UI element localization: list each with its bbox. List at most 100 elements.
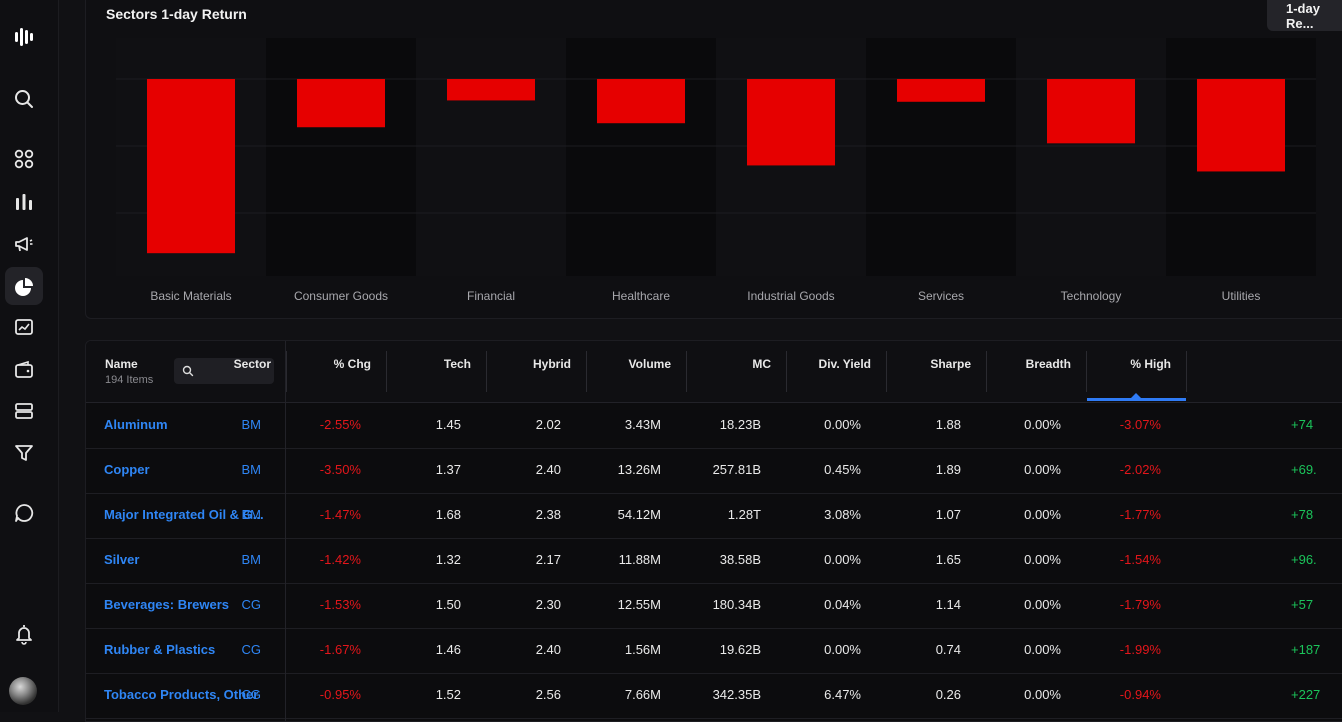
column-divider[interactable] (586, 351, 587, 392)
column-header-div-yield[interactable]: Div. Yield (818, 357, 871, 371)
cell-sector[interactable]: BM (241, 462, 262, 477)
cell-pct-chg: -1.42% (319, 552, 361, 567)
filter-icon[interactable] (5, 434, 43, 472)
cell-market-cap: 257.81B (712, 462, 761, 477)
megaphone-icon[interactable] (5, 225, 43, 263)
cell-volume: 13.26M (617, 462, 661, 477)
cell-pct-chg: -0.95% (319, 687, 361, 702)
column-header-pct-chg[interactable]: % Chg (333, 357, 371, 371)
column-divider[interactable] (686, 351, 687, 392)
column-header-tech[interactable]: Tech (443, 357, 471, 371)
grid-icon[interactable] (5, 140, 43, 178)
cell-breadth: 0.00% (1024, 417, 1061, 432)
avatar[interactable] (9, 677, 37, 705)
wallet-icon[interactable] (5, 351, 43, 389)
table-row[interactable]: Aluminum BM -2.55% 1.45 2.02 3.43M 18.23B 0.00%… (86, 403, 1342, 449)
sectors-icon[interactable] (5, 267, 43, 305)
sidebar (0, 0, 59, 712)
column-divider[interactable] (986, 351, 987, 392)
cell-sector[interactable]: CG (241, 687, 262, 702)
column-header-volume[interactable]: Volume (628, 357, 671, 371)
cell-market-cap: 18.23B (719, 417, 761, 432)
name-column-header[interactable]: Name (105, 357, 138, 371)
cell-tech: 1.46 (435, 642, 461, 657)
chart-frame-icon[interactable] (5, 308, 43, 346)
chat-icon[interactable] (5, 494, 43, 532)
column-header-market-cap[interactable]: MC (752, 357, 771, 371)
list-icon[interactable] (5, 392, 43, 430)
sector-bar-chart: Basic Materials Consumer Goods Financial He… (116, 38, 1316, 303)
cell-market-cap: 1.28T (727, 507, 761, 522)
cell-hybrid: 2.38 (535, 507, 561, 522)
table-row[interactable]: Tobacco Products, Other CG -0.95% 1.52 2.56 7… (86, 673, 1342, 719)
search-icon[interactable] (5, 80, 43, 118)
cell-sharpe: 1.07 (935, 507, 961, 522)
logo-icon[interactable] (5, 18, 43, 56)
cell-overflow-value: +227 (1291, 687, 1321, 702)
cell-market-cap: 38.58B (719, 552, 761, 567)
cell-hybrid: 2.40 (535, 642, 561, 657)
industry-name-link[interactable]: Rubber & Plastics (104, 642, 216, 657)
chart-category-label: Technology (1061, 289, 1122, 303)
table-row[interactable]: Major Integrated Oil & G... BM -1.47% 1.68 2… (86, 493, 1342, 539)
cell-tech: 1.68 (435, 507, 461, 522)
cell-pct-high: -3.07% (1119, 417, 1161, 432)
column-divider[interactable] (286, 351, 287, 392)
column-divider[interactable] (886, 351, 887, 392)
cell-market-cap: 180.34B (712, 597, 761, 612)
chart-category-label: Utilities (1222, 289, 1261, 303)
cell-overflow-value: +78 (1291, 507, 1314, 522)
bar-chart-icon[interactable] (5, 183, 43, 221)
column-divider[interactable] (1186, 351, 1187, 392)
cell-sharpe: 0.26 (935, 687, 961, 702)
chart-bar (147, 79, 235, 254)
cell-tech: 1.45 (435, 417, 461, 432)
industry-name-link[interactable]: Aluminum (104, 417, 168, 432)
cell-tech: 1.50 (435, 597, 461, 612)
item-count: 194 Items (105, 374, 154, 386)
cell-sector[interactable]: BM (241, 552, 262, 567)
column-divider[interactable] (786, 351, 787, 392)
cell-pct-chg: -2.55% (319, 417, 361, 432)
chart-category-label: Industrial Goods (747, 289, 834, 303)
table-row[interactable]: Beverages: Brewers CG -1.53% 1.50 2.30 12.55M… (86, 583, 1342, 629)
table-row[interactable]: Copper BM -3.50% 1.37 2.40 13.26M 257.81B 0.45%… (86, 448, 1342, 494)
cell-div-yield: 0.45% (824, 462, 861, 477)
table-row[interactable]: Silver BM -1.42% 1.32 2.17 11.88M 38.58B 0.00% 1… (86, 538, 1342, 584)
industry-name-link[interactable]: Major Integrated Oil & G... (104, 507, 264, 522)
table-header: Name 194 Items Sector % Chg Tech Hybrid Volu… (86, 341, 1342, 403)
return-period-button[interactable]: 1-day Re... (1267, 0, 1342, 31)
chart-category-label: Financial (467, 289, 515, 303)
cell-sharpe: 1.89 (935, 462, 961, 477)
industry-name-link[interactable]: Copper (104, 462, 150, 477)
chart-category-label: Healthcare (612, 289, 670, 303)
column-divider[interactable] (486, 351, 487, 392)
cell-sector[interactable]: CG (241, 642, 262, 657)
column-header-sharpe[interactable]: Sharpe (930, 357, 971, 371)
bell-icon[interactable] (5, 615, 43, 653)
column-header-breadth[interactable]: Breadth (1025, 357, 1071, 371)
column-header-sector[interactable]: Sector (233, 357, 271, 371)
industry-name-link[interactable]: Silver (104, 552, 140, 567)
cell-sector[interactable]: CG (241, 597, 262, 612)
cell-sector[interactable]: BM (241, 417, 262, 432)
table-row[interactable]: Rubber & Plastics CG -1.67% 1.46 2.40 1.56M 19… (86, 628, 1342, 674)
cell-div-yield: 0.00% (824, 552, 861, 567)
column-header-pct-high[interactable]: % High (1130, 357, 1171, 371)
industry-name-link[interactable]: Beverages: Brewers (104, 597, 230, 612)
cell-sector[interactable]: BM (241, 507, 262, 522)
chart-bar (447, 79, 535, 101)
cell-pct-high: -2.02% (1119, 462, 1161, 477)
column-header-hybrid[interactable]: Hybrid (532, 357, 571, 371)
cell-pct-chg: -1.47% (319, 507, 361, 522)
cell-sharpe: 1.14 (935, 597, 961, 612)
cell-overflow-value: +96. (1291, 552, 1317, 567)
column-divider[interactable] (386, 351, 387, 392)
cell-div-yield: 0.04% (824, 597, 861, 612)
industry-name-link[interactable]: Tobacco Products, Other (104, 687, 259, 702)
chart-band (266, 38, 416, 276)
column-divider[interactable] (1086, 351, 1087, 392)
cell-div-yield: 0.00% (824, 417, 861, 432)
cell-breadth: 0.00% (1024, 552, 1061, 567)
cell-pct-chg: -1.53% (319, 597, 361, 612)
